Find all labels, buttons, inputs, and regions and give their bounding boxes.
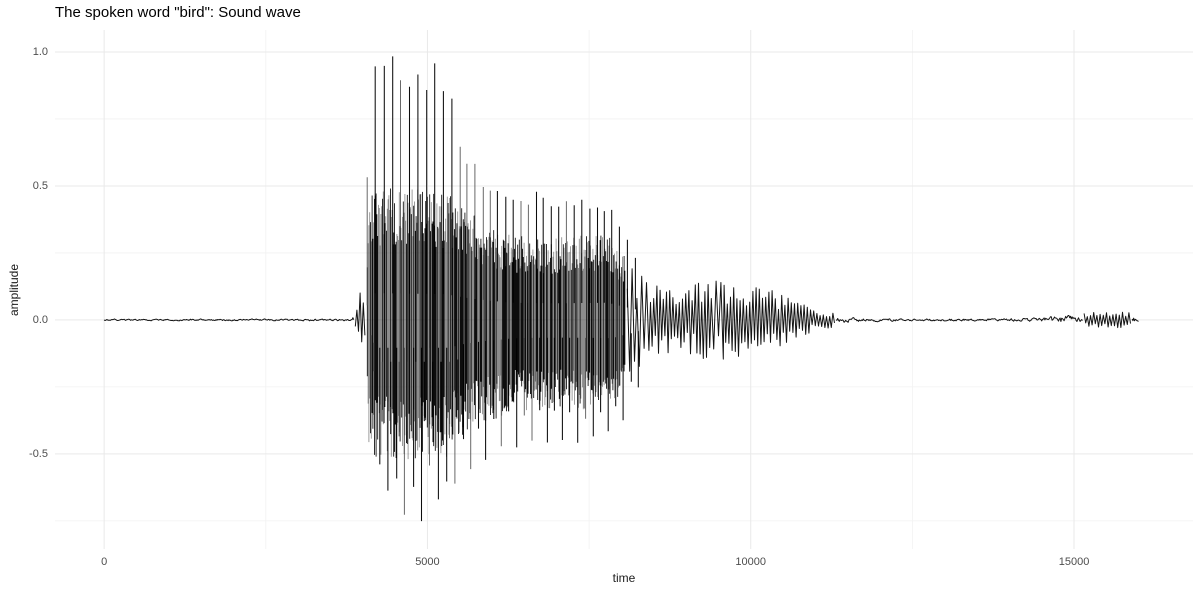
waveform-spikes — [374, 56, 639, 522]
x-tick-label: 5000 — [415, 556, 439, 568]
x-tick-label: 0 — [101, 556, 107, 568]
waveform-bars-texture — [367, 189, 623, 460]
chart-title: The spoken word "bird": Sound wave — [55, 4, 301, 21]
x-tick-label: 15000 — [1059, 556, 1090, 568]
waveform — [103, 56, 1139, 522]
y-tick-labels: 1.0 0.5 0.0 -0.5 — [29, 46, 48, 460]
grid-minor — [55, 30, 1193, 549]
waveform-spikes-gray — [366, 80, 587, 515]
y-tick-label: 0.5 — [33, 180, 48, 192]
waveform-line — [103, 268, 1139, 372]
x-tick-labels: 0 5000 10000 15000 — [101, 556, 1089, 568]
x-axis-title: time — [612, 571, 636, 585]
y-tick-label: 1.0 — [33, 46, 48, 58]
x-tick-label: 10000 — [735, 556, 766, 568]
y-tick-label: 0.0 — [33, 314, 48, 326]
waveform-bars — [366, 188, 626, 459]
y-tick-label: -0.5 — [29, 448, 48, 460]
